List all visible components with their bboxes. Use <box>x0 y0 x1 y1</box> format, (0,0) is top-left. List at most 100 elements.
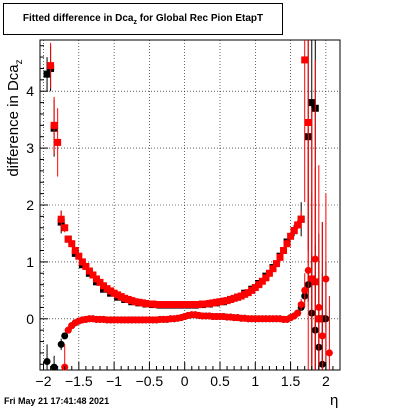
y-tick-label: 0 <box>26 311 34 327</box>
data-point-square <box>255 281 263 289</box>
title-subscript: z <box>133 18 137 26</box>
data-point-square <box>212 298 220 306</box>
y-tick-label: 4 <box>26 83 34 99</box>
data-point-square <box>103 285 111 293</box>
chart-title-box: Fitted difference in Dcaz for Global Rec… <box>3 3 283 35</box>
data-point-square <box>198 300 206 308</box>
data-point-square <box>308 99 316 107</box>
x-tick-label: −1.5 <box>65 373 93 389</box>
data-point-square <box>43 70 51 78</box>
data-point-square <box>61 224 69 232</box>
x-tick-label: 0.5 <box>210 373 230 389</box>
data-point-square <box>100 282 108 290</box>
data-point-square <box>234 293 242 301</box>
data-point-square <box>294 221 302 229</box>
data-point-square <box>68 240 76 248</box>
x-tick-label: 2 <box>322 373 330 389</box>
data-point-square <box>191 301 199 309</box>
y-axis-label: difference in Dcaz <box>5 59 25 177</box>
data-point-circle <box>43 357 51 365</box>
data-point-square <box>107 287 115 295</box>
data-point-square <box>156 301 164 309</box>
data-point-circle <box>318 332 326 340</box>
data-point-square <box>114 291 122 299</box>
data-point-square <box>244 289 252 297</box>
data-point-circle <box>301 286 309 294</box>
data-point-square <box>287 232 295 240</box>
data-point-square <box>223 297 231 305</box>
data-point-square <box>202 300 210 308</box>
series-3 <box>61 59 333 371</box>
data-point-square <box>96 278 104 286</box>
data-point-square <box>283 240 291 248</box>
data-point-circle <box>322 275 330 283</box>
data-point-square <box>181 301 189 309</box>
x-tick-label: 1.5 <box>281 373 301 389</box>
data-point-circle <box>50 363 58 371</box>
data-point-square <box>92 275 100 283</box>
y-tick-label: 3 <box>26 140 34 156</box>
data-point-circle <box>308 275 316 283</box>
data-point-square <box>216 298 224 306</box>
data-point-square <box>163 301 171 309</box>
data-point-square <box>184 301 192 309</box>
data-point-square <box>262 274 270 282</box>
data-point-circle <box>315 303 323 311</box>
data-point-square <box>71 247 79 255</box>
data-point-square <box>272 260 280 268</box>
data-point-square <box>290 227 298 235</box>
data-point-square <box>209 299 217 307</box>
data-series <box>43 40 333 371</box>
data-point-square <box>205 299 213 307</box>
data-point-square <box>227 295 235 303</box>
chart-title: Fitted difference in Dcaz for Global Rec… <box>22 12 264 26</box>
data-point-square <box>280 247 288 255</box>
data-point-square <box>248 286 256 294</box>
data-point-square <box>85 267 93 275</box>
data-point-square <box>82 262 90 270</box>
data-point-square <box>265 269 273 277</box>
data-point-circle <box>304 266 312 274</box>
data-point-square <box>220 297 228 305</box>
data-point-square <box>145 300 153 308</box>
data-point-square <box>304 119 312 126</box>
y-tick-label: 2 <box>26 197 34 213</box>
data-point-square <box>75 252 83 260</box>
data-point-square <box>54 138 62 146</box>
data-point-square <box>297 215 305 223</box>
y-axis-label-subscript: z <box>14 59 25 65</box>
data-point-square <box>276 253 284 261</box>
data-point-square <box>47 62 55 70</box>
data-point-square <box>251 284 259 291</box>
data-point-square <box>237 292 245 300</box>
y-tick-label: 1 <box>26 254 34 270</box>
data-point-square <box>258 277 266 285</box>
data-point-circle <box>57 340 65 348</box>
data-point-square <box>117 293 125 301</box>
x-tick-label: −0.5 <box>136 373 164 389</box>
data-point-square <box>188 301 196 309</box>
data-point-square <box>124 295 132 303</box>
x-tick-label: −2 <box>36 373 52 389</box>
data-point-square <box>269 265 277 273</box>
data-point-square <box>110 289 118 297</box>
data-point-square <box>142 299 150 307</box>
x-tick-label: −1 <box>106 373 122 389</box>
data-point-circle <box>297 301 305 309</box>
x-tick-label: 1 <box>251 373 259 389</box>
data-point-circle <box>325 349 333 357</box>
data-point-square <box>174 301 182 309</box>
data-point-square <box>121 294 129 302</box>
data-point-circle <box>294 309 302 317</box>
data-point-square <box>57 215 65 223</box>
x-axis-label: η <box>330 392 339 409</box>
data-point-square <box>131 298 139 306</box>
datestamp: Fri May 21 17:41:48 2021 <box>4 396 110 406</box>
data-point-circle <box>311 255 319 263</box>
x-tick-label: 0 <box>181 373 189 389</box>
data-point-square <box>160 301 168 309</box>
data-point-square <box>195 301 203 309</box>
data-point-square <box>64 235 72 243</box>
data-point-square <box>89 271 97 279</box>
